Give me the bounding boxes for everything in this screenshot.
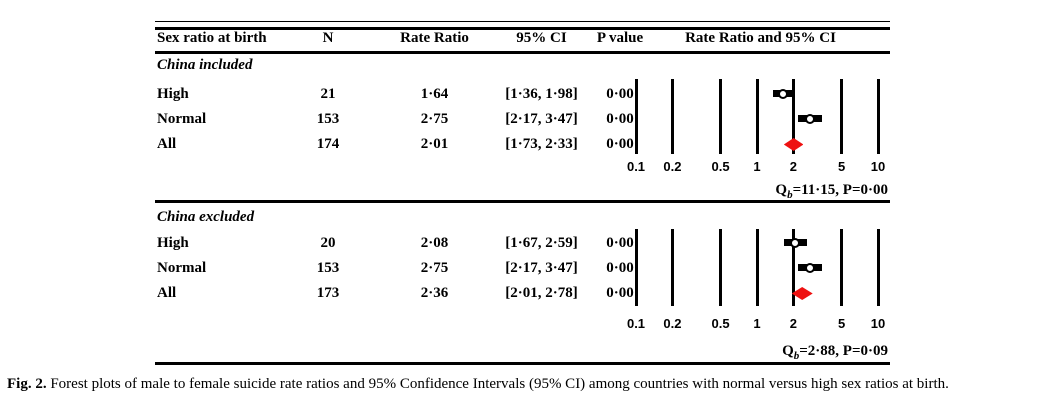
row-ci: [1·73, 2·33] <box>505 136 578 152</box>
point-estimate-marker <box>790 238 801 248</box>
axis-reference-line <box>755 229 759 306</box>
axis-reference-line <box>634 79 638 154</box>
header-n: N <box>322 30 334 46</box>
axis-tick-label: 0.1 <box>626 159 646 174</box>
row-rr: 2·01 <box>420 136 449 152</box>
row-label: All <box>157 136 177 152</box>
row-ci: [2·17, 3·47] <box>505 260 578 276</box>
row-label: High <box>157 86 189 102</box>
row-p: 0·00 <box>606 136 634 152</box>
summary-diamond <box>783 138 804 151</box>
axis-reference-line <box>876 229 880 306</box>
point-estimate-marker <box>805 114 816 124</box>
row-label: Normal <box>157 111 207 127</box>
axis-reference-line <box>755 79 759 154</box>
axis-tick-label: 10 <box>870 316 886 331</box>
table-row: All 173 2·36 [2·01, 2·78] 0·00 <box>0 285 1051 303</box>
row-p: 0·00 <box>606 86 634 102</box>
row-rr: 1·64 <box>420 86 449 102</box>
group-label-china-included: China included <box>157 57 253 73</box>
header-p-value: P value <box>596 30 644 46</box>
heterogeneity-stat: Qb=11·15, P=0·00 <box>630 182 888 201</box>
header-sex-ratio: Sex ratio at birth <box>157 30 267 46</box>
row-rr: 2·08 <box>420 235 449 251</box>
axis-reference-line <box>634 229 638 306</box>
axis-tick-label: 1 <box>753 159 761 174</box>
row-n: 21 <box>320 86 336 102</box>
table-row: High 21 1·64 [1·36, 1·98] 0·00 <box>0 86 1051 104</box>
axis-tick-label: 0.2 <box>663 316 682 331</box>
heterogeneity-stat: Qb=2·88, P=0·09 <box>630 343 888 362</box>
axis-reference-line <box>791 229 795 306</box>
row-p: 0·00 <box>606 260 634 276</box>
axis-reference-line <box>719 79 723 154</box>
group-label-china-excluded: China excluded <box>157 209 255 225</box>
q-rest: =2·88, P=0·09 <box>799 343 888 359</box>
row-ci: [1·67, 2·59] <box>505 235 578 251</box>
axis-reference-line <box>670 229 674 306</box>
summary-diamond <box>791 287 813 300</box>
axis-tick-label: 0.5 <box>711 159 730 174</box>
header-ci: 95% CI <box>516 30 567 46</box>
row-label: All <box>157 285 177 301</box>
row-n: 153 <box>316 111 340 127</box>
axis-tick-label: 2 <box>789 316 798 331</box>
header-plot: Rate Ratio and 95% CI <box>685 30 836 46</box>
row-rr: 2·75 <box>420 260 449 276</box>
table-header-rule <box>155 51 890 54</box>
row-rr: 2·75 <box>420 111 449 127</box>
q-symbol: Q <box>775 182 788 198</box>
header-rate-ratio: Rate Ratio <box>400 30 469 46</box>
point-estimate-marker <box>805 263 816 273</box>
figure-caption-label: Fig. 2. <box>7 376 47 392</box>
row-rr: 2·36 <box>420 285 449 301</box>
q-rest: =11·15, P=0·00 <box>792 182 888 198</box>
q-subscript: b <box>787 189 793 201</box>
axis-reference-line <box>719 229 723 306</box>
figure-caption-text: Forest plots of male to female suicide r… <box>46 376 949 392</box>
table-section-divider <box>155 200 890 203</box>
row-ci: [1·36, 1·98] <box>505 86 578 102</box>
row-p: 0·00 <box>606 111 634 127</box>
axis-reference-line <box>876 79 880 154</box>
figure-caption: Fig. 2. Forest plots of male to female s… <box>7 376 1047 393</box>
axis-tick-label: 10 <box>870 159 886 174</box>
row-p: 0·00 <box>606 285 634 301</box>
table-top-rule-thin <box>155 21 890 22</box>
axis-tick-label: 5 <box>837 316 846 331</box>
row-n: 20 <box>320 235 336 251</box>
axis-tick-label: 5 <box>837 159 846 174</box>
axis-tick-label: 0.2 <box>663 159 682 174</box>
axis-tick-label: 2 <box>789 159 798 174</box>
table-row: High 20 2·08 [1·67, 2·59] 0·00 <box>0 235 1051 253</box>
q-symbol: Q <box>782 343 794 359</box>
table-row: Normal 153 2·75 [2·17, 3·47] 0·00 <box>0 111 1051 129</box>
axis-tick-label: 0.5 <box>711 316 730 331</box>
row-p: 0·00 <box>606 235 634 251</box>
table-row: Normal 153 2·75 [2·17, 3·47] 0·00 <box>0 260 1051 278</box>
table-top-rule-thick <box>155 27 890 30</box>
row-ci: [2·17, 3·47] <box>505 111 578 127</box>
row-label: Normal <box>157 260 207 276</box>
q-subscript: b <box>793 350 800 362</box>
forest-plot-panel-china-included: 0.1 0.2 0.5 1 2 5 10 <box>626 78 891 208</box>
axis-reference-line <box>840 79 844 154</box>
row-n: 174 <box>316 136 340 152</box>
forest-plot-panel-china-excluded: 0.1 0.2 0.5 1 2 5 10 <box>626 227 891 357</box>
axis-tick-label: 1 <box>753 316 761 331</box>
table-bottom-rule <box>155 362 890 365</box>
axis-reference-line <box>791 79 795 154</box>
row-n: 153 <box>316 260 340 276</box>
row-n: 173 <box>316 285 340 301</box>
table-row: All 174 2·01 [1·73, 2·33] 0·00 <box>0 136 1051 154</box>
row-label: High <box>157 235 189 251</box>
table-header-row: Sex ratio at birth N Rate Ratio 95% CI P… <box>0 30 1051 48</box>
axis-tick-label: 0.1 <box>626 316 646 331</box>
axis-reference-line <box>840 229 844 306</box>
row-ci: [2·01, 2·78] <box>505 285 578 301</box>
axis-reference-line <box>670 79 674 154</box>
point-estimate-marker <box>777 89 788 99</box>
